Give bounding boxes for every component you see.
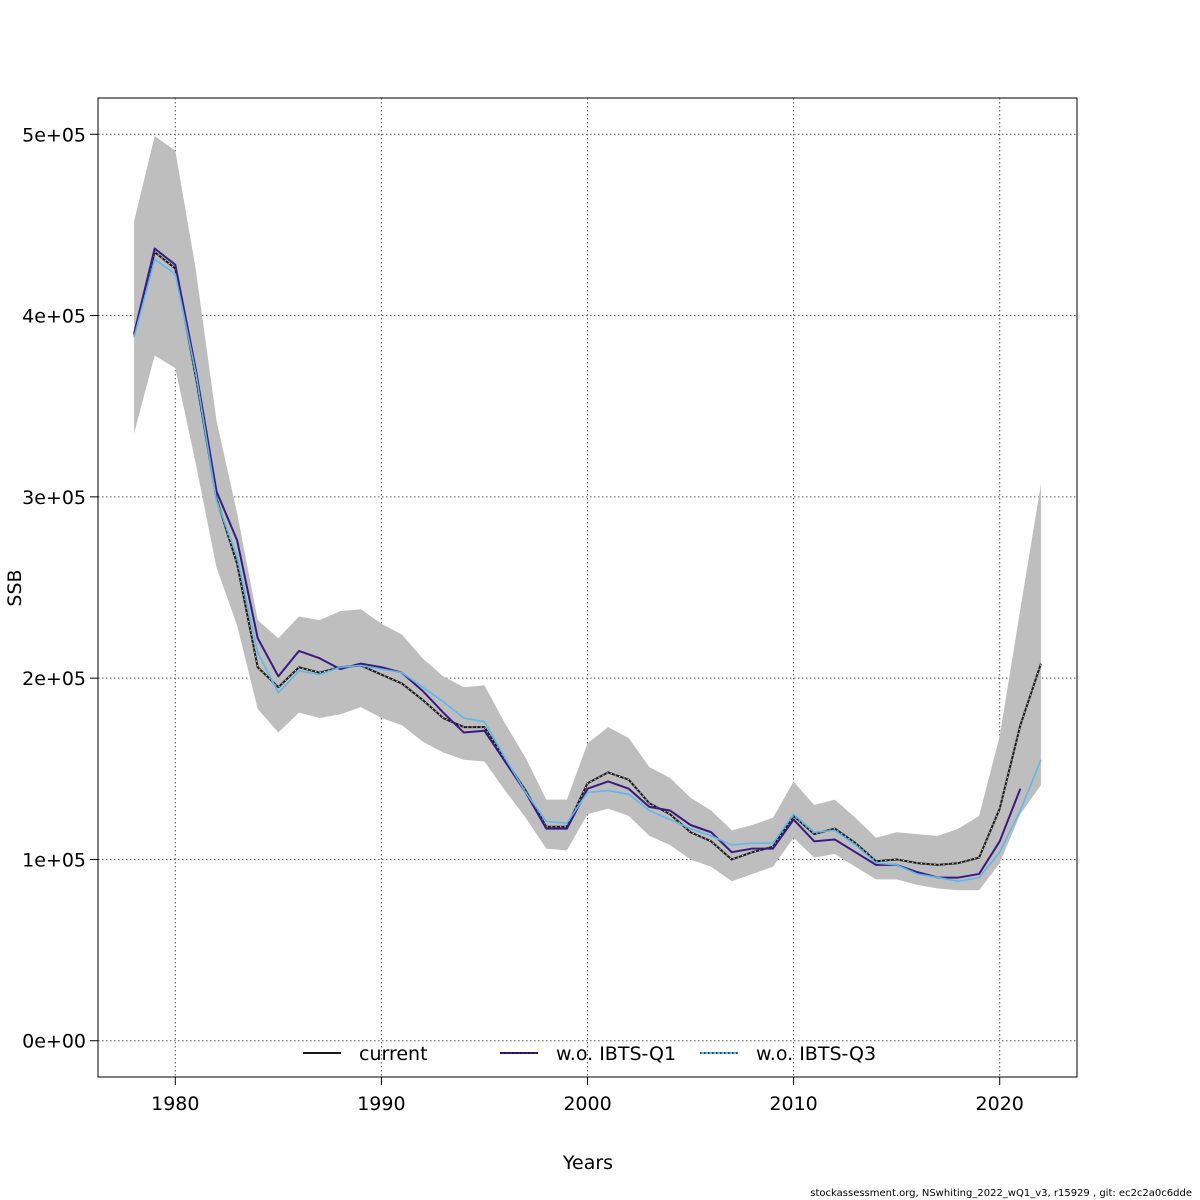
- y-axis: 0e+00 1e+05 2e+05 3e+05 4e+05 5e+05: [22, 124, 98, 1053]
- legend-w-o-ibts-q1-label: w.o. IBTS-Q1: [556, 1043, 676, 1065]
- x-tick-label: 2010: [769, 1093, 817, 1115]
- grid-lines: [98, 98, 1077, 1077]
- x-axis: 1980 1990 2000 2010 2020: [151, 1077, 1024, 1115]
- legend-current-label: current: [359, 1043, 428, 1065]
- y-tick-label: 0e+00: [22, 1031, 86, 1053]
- series-lines-layer: [133, 247, 1042, 883]
- x-tick-label: 2000: [563, 1093, 611, 1115]
- confidence-band: [134, 136, 1041, 891]
- y-axis-label: SSB: [4, 569, 26, 606]
- legend: current w.o. IBTS-Q1 w.o. IBTS-Q3: [303, 1043, 876, 1065]
- x-tick-label: 1980: [151, 1093, 199, 1115]
- confidence-band-layer: [134, 136, 1041, 891]
- y-tick-label: 2e+05: [22, 668, 86, 690]
- footer-caption: stockassessment.org, NSwhiting_2022_wQ1_…: [810, 1188, 1192, 1199]
- series-line-w-o-ibts-q3: [133, 258, 1042, 883]
- series-line-current-dots: [133, 251, 1042, 866]
- y-tick-label: 4e+05: [22, 306, 86, 328]
- x-tick-label: 1990: [357, 1093, 405, 1115]
- legend-w-o-ibts-q3-label: w.o. IBTS-Q3: [756, 1043, 876, 1065]
- x-tick-label: 2020: [976, 1093, 1024, 1115]
- y-tick-label: 3e+05: [22, 487, 86, 509]
- x-axis-label: Years: [562, 1152, 613, 1174]
- y-tick-label: 1e+05: [22, 849, 86, 871]
- y-tick-label: 5e+05: [22, 124, 86, 146]
